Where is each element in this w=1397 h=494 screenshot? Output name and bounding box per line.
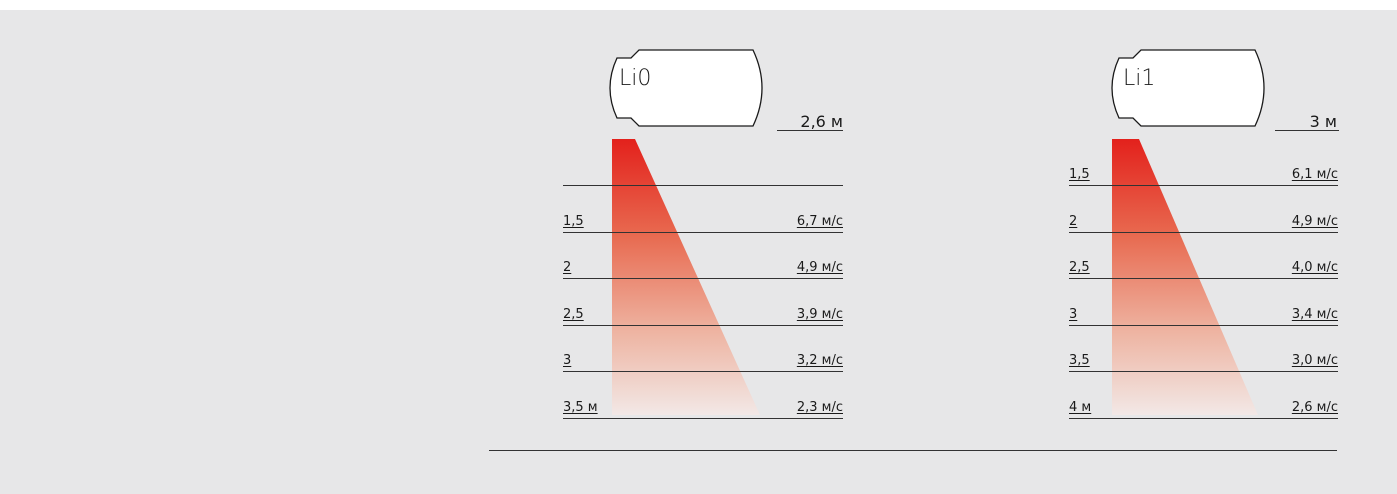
air-speed-label: 2,3 м/с [796,400,843,415]
airflow-cone [1112,139,1258,415]
distance-gridline [1069,185,1338,186]
mount-height-label: 3 м [1309,112,1337,131]
air-speed-label: 3,9 м/с [796,307,843,322]
air-curtain-unit-outline [1111,49,1265,127]
distance-label: 2,5 [1069,260,1090,275]
distance-label: 2 [1069,214,1078,229]
distance-gridline [1069,325,1338,326]
mount-height-label: 2,6 м [800,112,843,131]
distance-gridline [563,325,843,326]
mount-height-rule [1275,130,1339,131]
distance-label: 1,5 [563,214,584,229]
mount-height-rule [777,130,843,131]
airflow-cone [612,139,760,415]
air-speed-label: 6,7 м/с [796,214,843,229]
distance-label: 3 [563,353,572,368]
unit-name: Li0 [619,66,652,91]
air-speed-label: 6,1 м/с [1291,167,1338,182]
airflow-shape [612,139,760,415]
air-speed-label: 2,6 м/с [1291,400,1338,415]
distance-gridline [563,232,843,233]
distance-label: 2,5 [563,307,584,322]
distance-label: 3,5 м [563,400,598,415]
unit-name: Li1 [1123,66,1156,91]
air-speed-label: 4,9 м/с [1291,214,1338,229]
distance-label: 3 [1069,307,1078,322]
distance-gridline [1069,371,1338,372]
air-speed-label: 4,9 м/с [796,260,843,275]
air-speed-label: 3,2 м/с [796,353,843,368]
air-speed-label: 4,0 м/с [1291,260,1338,275]
air-curtain-panel-li0: Li0 2,6 м 1,5 6,7 м/с 2 4,9 м/с 2,5 3,9 м/с 3 3… [563,10,863,450]
distance-label: 3,5 [1069,353,1090,368]
distance-gridline [1069,232,1338,233]
distance-gridline [563,278,843,279]
air-curtain-panel-li1: Li1 3 м 1,5 6,1 м/с 2 4,9 м/с 2,5 4,0 м/с 3 3,4… [1069,10,1369,450]
distance-label: 2 [563,260,572,275]
distance-label: 4 м [1069,400,1092,415]
distance-gridline [563,418,843,419]
baseline-rule [489,450,1337,451]
distance-gridline [563,371,843,372]
airflow-shape [1112,139,1258,415]
distance-gridline [1069,418,1338,419]
distance-gridline [563,185,843,186]
air-speed-label: 3,0 м/с [1291,353,1338,368]
air-curtain-unit-outline [609,49,763,127]
distance-gridline [1069,278,1338,279]
distance-label: 1,5 [1069,167,1090,182]
diagram-canvas: Li0 2,6 м 1,5 6,7 м/с 2 4,9 м/с 2,5 3,9 м/с 3 3… [0,10,1397,494]
air-speed-label: 3,4 м/с [1291,307,1338,322]
